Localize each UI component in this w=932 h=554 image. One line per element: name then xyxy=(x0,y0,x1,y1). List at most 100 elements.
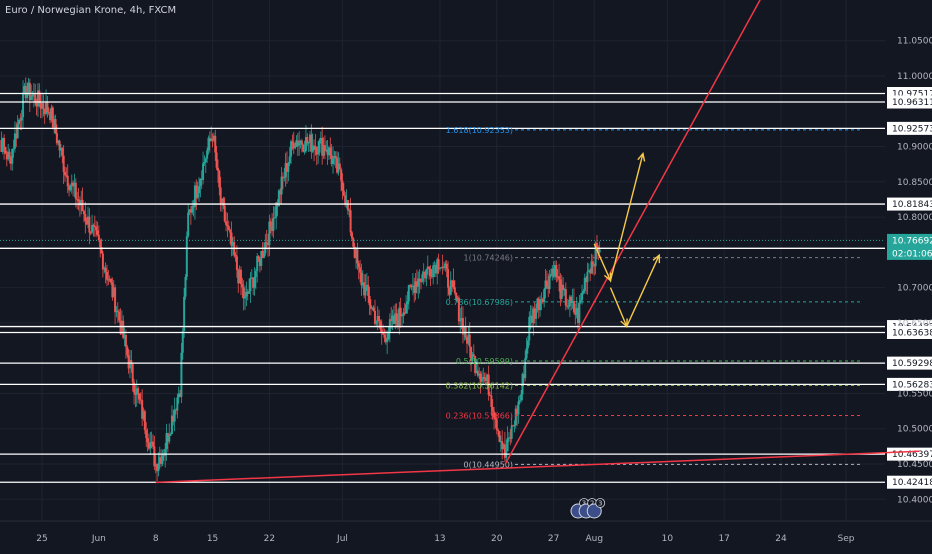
candle-body xyxy=(26,92,29,99)
candle-body xyxy=(24,86,27,99)
candle-body xyxy=(15,133,18,139)
candle-body xyxy=(287,163,290,172)
candle-body xyxy=(510,425,513,439)
candle-body xyxy=(260,250,263,266)
candle-body xyxy=(172,415,175,422)
candle-body xyxy=(273,217,276,219)
candle-body xyxy=(246,291,249,294)
y-tick-label: 11.05000 xyxy=(897,37,932,47)
candle-body xyxy=(529,315,532,317)
candle-body xyxy=(570,296,573,303)
axes: 25 Jun 8 15 22 Jul 13 20 27 Aug 10 17 24 Sep 11.05000 1… xyxy=(36,37,932,544)
candle-body xyxy=(566,305,569,307)
candle-body xyxy=(53,118,56,128)
level-label: 10.59298 xyxy=(892,359,932,369)
x-tick-label: 15 xyxy=(207,534,218,544)
candle-body xyxy=(13,133,16,149)
candle-body xyxy=(330,155,333,165)
candle-body xyxy=(361,282,364,286)
candle-body xyxy=(553,265,556,277)
y-tick-label: 10.85000 xyxy=(897,178,932,188)
candle-body xyxy=(586,271,589,283)
candle-body xyxy=(428,266,431,269)
candle-body xyxy=(302,144,305,152)
candle-body xyxy=(218,170,221,188)
candle-body xyxy=(81,199,84,212)
candle-body xyxy=(417,278,420,287)
candle-body xyxy=(392,315,395,324)
candle-body xyxy=(244,296,247,299)
candle-body xyxy=(42,103,45,109)
candle-body xyxy=(321,137,324,156)
candle-body xyxy=(341,180,344,191)
candle-body xyxy=(474,356,477,374)
level-tag xyxy=(887,121,932,135)
candle-body xyxy=(468,334,471,347)
level-tag xyxy=(887,326,932,340)
candle-body xyxy=(350,232,353,239)
candle-body xyxy=(65,175,68,177)
candle-body xyxy=(124,335,127,347)
fib-label: 0.382(10.56142) xyxy=(446,381,513,390)
candle-body xyxy=(509,437,512,439)
candle-body xyxy=(581,292,584,301)
candle-body xyxy=(267,242,270,246)
candle-body xyxy=(512,425,515,427)
candle-body xyxy=(20,117,23,121)
current-price-tag xyxy=(887,233,932,260)
candle-body xyxy=(405,304,408,314)
candle-body xyxy=(45,101,48,114)
candle-body xyxy=(373,310,376,324)
candle-body xyxy=(138,393,141,400)
candle-body xyxy=(364,286,367,296)
candle-body xyxy=(285,163,288,172)
candle-body xyxy=(563,289,566,291)
candle-body xyxy=(245,291,248,297)
candle-body xyxy=(134,392,137,395)
candle-body xyxy=(74,182,77,200)
candle-body xyxy=(59,148,62,151)
candle-body xyxy=(137,388,140,394)
candle-body xyxy=(372,307,375,311)
x-tick-label: 27 xyxy=(548,534,559,544)
candle-body xyxy=(269,221,272,226)
candle-body xyxy=(486,374,489,382)
candle-body xyxy=(572,301,575,313)
candle-body xyxy=(311,145,314,152)
candle-body xyxy=(131,363,134,383)
level-label: 10.56283 xyxy=(892,380,932,390)
candle-body xyxy=(595,242,598,248)
x-tick-label: 13 xyxy=(434,534,445,544)
candle-body xyxy=(78,201,81,206)
candle-body xyxy=(437,259,440,270)
candle-body xyxy=(84,214,87,221)
candle-body xyxy=(253,277,256,288)
candle-body xyxy=(235,256,238,271)
projection-arrows xyxy=(593,152,661,329)
x-tick-label: 20 xyxy=(491,534,503,544)
candle-body xyxy=(424,272,427,279)
event-badge xyxy=(595,498,606,508)
candle-body xyxy=(11,148,14,164)
candle-body xyxy=(133,382,136,393)
candle-body xyxy=(96,230,99,235)
candle-body xyxy=(72,182,75,187)
candle-body xyxy=(501,441,504,450)
candle-body xyxy=(567,305,570,307)
candle-body xyxy=(430,276,433,278)
candle-body xyxy=(466,337,469,344)
candle-body xyxy=(353,246,356,258)
candle-body xyxy=(336,157,339,173)
candle-body xyxy=(327,147,330,156)
candle-body xyxy=(449,280,452,295)
candle-body xyxy=(390,319,393,322)
candle-body xyxy=(112,287,115,298)
candle-body xyxy=(296,140,299,146)
candle-body xyxy=(380,329,383,333)
candle-body xyxy=(518,400,521,402)
candle-body xyxy=(490,395,493,408)
candle-body xyxy=(141,400,144,419)
candle-body xyxy=(587,270,590,272)
